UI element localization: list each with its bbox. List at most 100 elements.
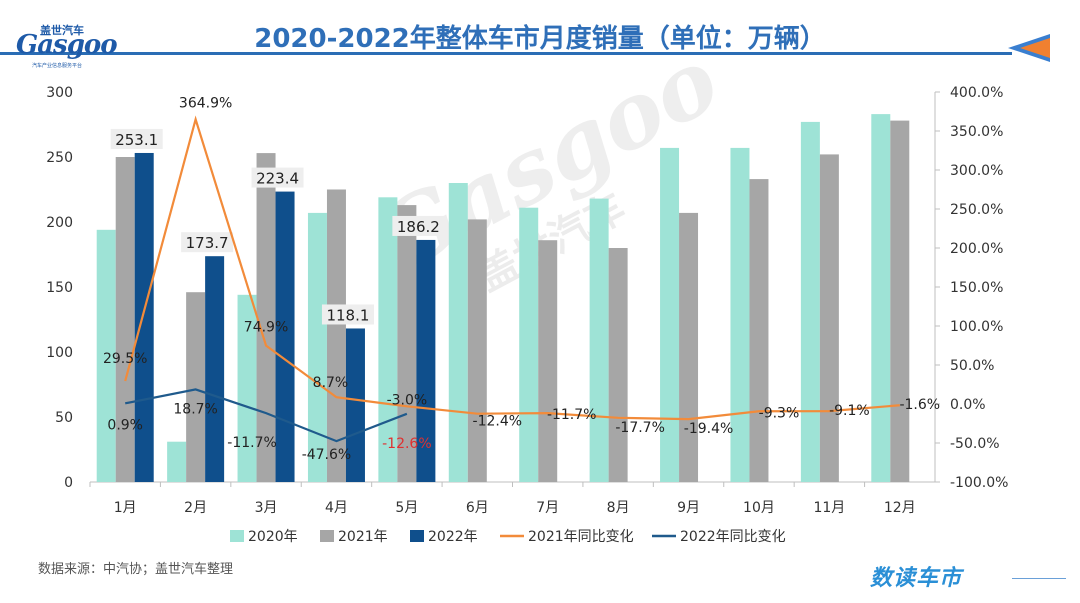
- bar-2020年-9月: [660, 147, 680, 482]
- line-label-2022: 0.9%: [107, 417, 143, 433]
- bar-label-bg: [181, 232, 234, 253]
- left-y-tick-label: 0: [64, 475, 73, 491]
- x-tick-label: 12月: [884, 500, 916, 516]
- bar-2022年-5月: [416, 239, 436, 482]
- line-label-2022: -11.7%: [227, 435, 277, 451]
- line-label-2021: 74.9%: [244, 320, 288, 336]
- footer-divider: [1012, 578, 1066, 579]
- x-tick-label: 4月: [325, 500, 348, 516]
- right-y-tick-label: -100.0%: [950, 475, 1008, 491]
- line-label-2022: 18.7%: [173, 401, 217, 417]
- legend-label: 2021年: [338, 529, 388, 545]
- line-label-2021: -11.7%: [547, 407, 597, 423]
- x-tick-label: 9月: [677, 500, 700, 516]
- x-tick-label: 5月: [395, 500, 418, 516]
- x-tick-label: 10月: [743, 500, 775, 516]
- x-tick-label: 3月: [255, 500, 278, 516]
- left-y-tick-label: 200: [46, 215, 73, 231]
- bar-label-bg: [392, 215, 445, 236]
- bar-2021年-10月: [749, 179, 769, 482]
- line-label-2021: 29.5%: [103, 351, 147, 367]
- line-label-2021: -17.7%: [615, 420, 665, 436]
- legend-swatch: [230, 530, 244, 542]
- back-arrow-icon[interactable]: [1004, 30, 1052, 66]
- right-y-tick-label: 100.0%: [950, 319, 1003, 335]
- line-2022-yoy: [124, 388, 408, 443]
- brand-mark: 数读车市: [870, 566, 963, 591]
- header-divider: [0, 52, 1012, 55]
- left-y-tick-label: 100: [46, 345, 73, 361]
- bar-label-2022: 118.1: [326, 306, 369, 324]
- bar-2021年-12月: [890, 120, 910, 482]
- right-y-tick-label: 250.0%: [950, 202, 1003, 218]
- bar-2021年-1月: [115, 157, 135, 482]
- legend-label: 2022年同比变化: [680, 529, 786, 545]
- bar-2021年-4月: [326, 189, 346, 482]
- bar-2021年-2月: [186, 292, 206, 482]
- line-label-2022: -47.6%: [302, 447, 352, 463]
- chart-title: 2020-2022年整体车市月度销量（单位：万辆）: [254, 24, 826, 54]
- bar-label-2022: 253.1: [115, 131, 158, 149]
- bar-2021年-8月: [608, 248, 628, 482]
- bar-2021年-5月: [397, 205, 417, 482]
- bar-2021年-3月: [256, 153, 276, 482]
- bar-2020年-8月: [589, 198, 609, 482]
- legend-label: 2022年: [428, 529, 478, 545]
- bar-2020年-7月: [519, 207, 539, 482]
- bar-label-bg: [321, 304, 374, 325]
- x-tick-label: 1月: [114, 500, 137, 516]
- legend-label: 2020年: [248, 529, 298, 545]
- bar-label-bg: [110, 128, 163, 149]
- x-tick-label: 7月: [536, 500, 559, 516]
- bar-2020年-6月: [448, 183, 468, 482]
- line-label-2021: -3.0%: [387, 392, 428, 408]
- bar-label-2022: 173.7: [186, 234, 229, 252]
- left-y-tick-label: 300: [46, 85, 73, 101]
- line-label-2021: -1.6%: [899, 397, 940, 413]
- right-y-tick-label: -50.0%: [950, 436, 1000, 452]
- bar-2020年-1月: [96, 229, 116, 482]
- bar-2020年-5月: [378, 197, 398, 483]
- bar-2021年-9月: [679, 212, 699, 482]
- bar-2021年-6月: [467, 219, 487, 482]
- legend-swatch: [320, 530, 334, 542]
- left-y-tick-label: 50: [55, 410, 73, 426]
- bar-2022年-3月: [275, 191, 295, 482]
- left-y-tick-label: 250: [46, 150, 73, 166]
- logo-sub-text: 汽车产业信息服务平台: [32, 63, 83, 69]
- line-label-2021: 8.7%: [313, 375, 349, 391]
- logo-en-text: Gasgoo: [16, 30, 118, 60]
- right-y-tick-label: 150.0%: [950, 280, 1003, 296]
- legend-label: 2021年同比变化: [528, 529, 634, 545]
- x-tick-label: 8月: [607, 500, 630, 516]
- bar-label-bg: [251, 167, 304, 188]
- bar-2020年-12月: [871, 114, 891, 482]
- line-label-2021: 364.9%: [179, 95, 232, 111]
- right-y-tick-label: 0.0%: [950, 397, 986, 413]
- x-tick-label: 6月: [466, 500, 489, 516]
- bar-2020年-10月: [730, 147, 750, 482]
- bar-2020年-3月: [237, 294, 257, 482]
- line-label-2021: -9.3%: [759, 405, 800, 421]
- right-y-tick-label: 300.0%: [950, 163, 1003, 179]
- bar-2020年-11月: [800, 121, 820, 483]
- bar-2020年-2月: [167, 441, 187, 482]
- x-tick-label: 11月: [813, 500, 845, 516]
- bar-2020年-4月: [307, 212, 327, 482]
- line-label-2021: -9.1%: [829, 403, 870, 419]
- logo-cn-text: 盖世汽车: [40, 24, 84, 37]
- legend-swatch: [410, 530, 424, 542]
- gasgoo-logo: 盖世汽车 Gasgoo 汽车产业信息服务平台: [10, 22, 120, 70]
- right-y-tick-label: 50.0%: [950, 358, 994, 374]
- left-y-tick-label: 150: [46, 280, 73, 296]
- line-label-2022: -12.6%: [382, 436, 432, 452]
- bar-2022年-2月: [205, 256, 225, 482]
- bar-2021年-7月: [538, 240, 558, 482]
- bar-label-2022: 186.2: [397, 218, 440, 236]
- source-note: 数据来源：中汽协；盖世汽车整理: [38, 562, 234, 577]
- right-y-tick-label: 400.0%: [950, 85, 1003, 101]
- line-label-2021: -12.4%: [473, 414, 523, 430]
- line-2021-yoy: [124, 115, 900, 421]
- right-y-tick-label: 200.0%: [950, 241, 1003, 257]
